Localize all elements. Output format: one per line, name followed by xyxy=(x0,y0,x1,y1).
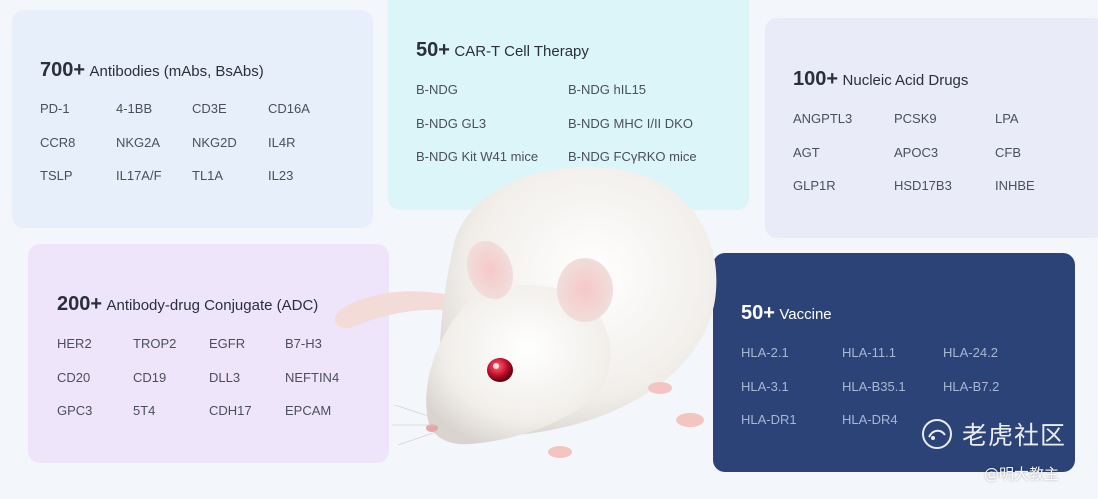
adc-title: 200+ Antibody-drug Conjugate (ADC) xyxy=(57,293,318,316)
antibody-target: IL4R xyxy=(268,134,296,150)
antibody-target: 4-1BB xyxy=(116,101,153,116)
nucleic-acid-target: AGT xyxy=(793,144,820,160)
nucleic-acid-target-list: ANGPTL3 PCSK9 LPA AGT APOC3 CFB GLP1R HSD17B3 IN… xyxy=(793,102,1096,203)
car-t-model: B-NDG MHC I/II DKO xyxy=(568,115,693,131)
antibody-target: NKG2A xyxy=(116,134,161,150)
antibodies-count: 700+ xyxy=(40,59,86,81)
vaccine-target: HLA-2.1 xyxy=(741,345,789,360)
car-t-model: B-NDG GL3 xyxy=(416,115,487,131)
adc-target: EPCAM xyxy=(285,403,332,418)
vaccine-label: Vaccine xyxy=(779,306,832,323)
vaccine-target: HLA-B7.2 xyxy=(943,378,1000,394)
adc-target: CD19 xyxy=(133,369,167,385)
nucleic-acid-target: ANGPTL3 xyxy=(793,111,853,126)
car-t-title: 50+ CAR-T Cell Therapy xyxy=(416,39,589,62)
adc-target: CDH17 xyxy=(209,403,252,418)
car-t-model: B-NDG hIL15 xyxy=(568,82,647,97)
vaccine-target: HLA-DR4 xyxy=(842,412,898,427)
nucleic-acid-card: 100+ Nucleic Acid Drugs ANGPTL3 PCSK9 LPA A… xyxy=(765,18,1098,238)
watermark-author: @明大教主 xyxy=(984,465,1060,483)
antibodies-target-list: PD-1 4-1BB CD3E CD16A CCR8 NKG2A NKG2D IL4R TSLP… xyxy=(40,92,344,193)
vaccine-target: HLA-DR1 xyxy=(741,412,797,427)
vaccine-target: HLA-B35.1 xyxy=(842,378,906,394)
antibodies-label: Antibodies (mAbs, BsAbs) xyxy=(89,63,264,80)
watermark-logo-text: 老虎社区 xyxy=(962,421,1067,450)
vaccine-card: 50+ Vaccine HLA-2.1 HLA-11.1 HLA-24.2 HLA-3… xyxy=(713,253,1075,472)
nucleic-acid-count: 100+ xyxy=(793,68,839,90)
antibody-target: IL23 xyxy=(268,168,294,183)
vaccine-count: 50+ xyxy=(741,302,775,324)
nucleic-acid-target: LPA xyxy=(995,111,1019,126)
antibody-target: IL17A/F xyxy=(116,168,162,183)
vaccine-target: HLA-3.1 xyxy=(741,378,789,394)
car-t-card: 50+ CAR-T Cell Therapy B-NDG B-NDG hIL15 B… xyxy=(388,0,749,210)
antibodies-card: 700+ Antibodies (mAbs, BsAbs) PD-1 4-1BB C… xyxy=(12,10,373,228)
antibody-target: TSLP xyxy=(40,168,73,183)
adc-card: 200+ Antibody-drug Conjugate (ADC) HER2 T… xyxy=(28,244,389,463)
car-t-model: B-NDG Kit W41 mice xyxy=(416,149,539,164)
nucleic-acid-target: HSD17B3 xyxy=(894,178,952,193)
antibodies-title: 700+ Antibodies (mAbs, BsAbs) xyxy=(40,59,264,82)
adc-target: TROP2 xyxy=(133,336,177,351)
vaccine-target: HLA-11.1 xyxy=(842,345,896,360)
adc-target: HER2 xyxy=(57,336,92,351)
adc-target: 5T4 xyxy=(133,403,156,418)
antibody-target: TL1A xyxy=(192,168,224,183)
car-t-label: CAR-T Cell Therapy xyxy=(454,43,589,60)
adc-target: NEFTIN4 xyxy=(285,369,340,385)
nucleic-acid-target: GLP1R xyxy=(793,178,836,193)
vaccine-title: 50+ Vaccine xyxy=(741,302,832,325)
adc-target: B7-H3 xyxy=(285,336,322,351)
car-t-model-list: B-NDG B-NDG hIL15 B-NDG GL3 B-NDG MHC I/II … xyxy=(416,73,720,174)
vaccine-target: HLA-24.2 xyxy=(943,345,998,360)
nucleic-acid-target: APOC3 xyxy=(894,144,939,160)
tiger-community-logo-icon xyxy=(922,419,952,449)
vaccine-target-list: HLA-2.1 HLA-11.1 HLA-24.2 HLA-3.1 HLA-B35.1 H… xyxy=(741,336,1044,437)
nucleic-acid-label: Nucleic Acid Drugs xyxy=(842,72,969,89)
car-t-count: 50+ xyxy=(416,39,450,61)
adc-target: CD20 xyxy=(57,369,91,385)
nucleic-acid-target: CFB xyxy=(995,144,1021,160)
adc-count: 200+ xyxy=(57,293,103,315)
adc-target: DLL3 xyxy=(209,369,241,385)
car-t-model: B-NDG xyxy=(416,82,458,97)
antibody-target: NKG2D xyxy=(192,134,237,150)
adc-label: Antibody-drug Conjugate (ADC) xyxy=(106,297,319,314)
antibody-target: CCR8 xyxy=(40,134,76,150)
nucleic-acid-target: PCSK9 xyxy=(894,111,937,126)
nucleic-acid-target: INHBE xyxy=(995,178,1035,193)
antibody-target: CD16A xyxy=(268,101,310,116)
antibody-target: PD-1 xyxy=(40,101,70,116)
watermark-logo: 老虎社区 xyxy=(920,416,1066,452)
adc-target-list: HER2 TROP2 EGFR B7-H3 CD20 CD19 DLL3 NEFTIN4 GPC… xyxy=(57,327,361,428)
adc-target: GPC3 xyxy=(57,403,93,418)
adc-target: EGFR xyxy=(209,336,246,351)
car-t-model: B-NDG FCγRKO mice xyxy=(568,149,697,164)
antibody-target: CD3E xyxy=(192,101,227,116)
nucleic-acid-title: 100+ Nucleic Acid Drugs xyxy=(793,68,968,91)
